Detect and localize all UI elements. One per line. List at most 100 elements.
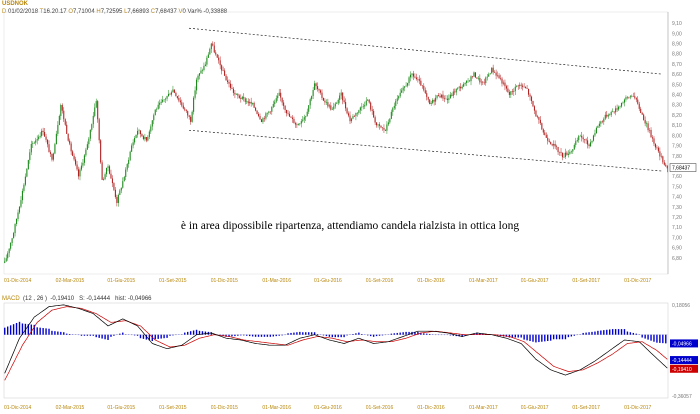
macd-histogram-bar <box>119 333 121 335</box>
candle-body <box>494 72 496 73</box>
candle-body <box>206 57 208 65</box>
candle-body <box>420 80 422 86</box>
macd-histogram-bar <box>293 332 295 335</box>
candle-body <box>427 96 429 100</box>
candle-body <box>436 95 438 98</box>
candle-body <box>374 117 376 123</box>
candle-body <box>243 96 245 99</box>
candle-body <box>361 106 363 108</box>
candle-body <box>160 101 162 103</box>
macd-histogram-bar <box>133 334 136 336</box>
macd-histogram-bar <box>57 331 59 335</box>
macd-histogram-bar <box>402 332 404 335</box>
price-panel-frame <box>3 11 669 275</box>
candle-body <box>542 129 544 133</box>
candle-body <box>355 112 357 117</box>
macd-histogram-bar <box>514 334 516 338</box>
candle-body <box>402 87 404 91</box>
macd-histogram-bar <box>269 334 272 337</box>
macd-histogram-bar <box>122 332 124 335</box>
price-x-tick-label: 01-Mar-2017 <box>469 278 498 284</box>
macd-histogram-bar <box>626 331 629 335</box>
candle-body <box>626 97 628 98</box>
candle-body <box>511 91 513 92</box>
candle-body <box>448 98 450 100</box>
price-y-tick-label: 7,90 <box>672 144 682 150</box>
macd-histogram-bar <box>237 334 239 336</box>
macd-histogram-bar <box>234 334 236 337</box>
candle-body <box>576 140 578 142</box>
price-y-tick-label: 8,80 <box>672 52 682 58</box>
candle-body <box>347 113 350 116</box>
macd-histogram-bar <box>154 334 156 340</box>
candle-body <box>393 105 395 109</box>
candle-body <box>417 79 419 80</box>
macd-histogram-bar <box>549 334 552 341</box>
candle-body <box>647 123 649 131</box>
macd-histogram-bar <box>266 334 269 337</box>
candle-body <box>346 108 348 114</box>
macd-histogram-bar <box>39 327 41 335</box>
candle-body <box>547 137 549 141</box>
macd-histogram-bar <box>305 332 307 335</box>
macd-histogram-bar <box>243 334 245 336</box>
candle-body <box>144 137 146 140</box>
candle-body <box>399 92 401 97</box>
candle-body <box>117 194 119 203</box>
candle-body <box>452 91 454 96</box>
candle-body <box>575 141 577 145</box>
price-x-tick-label: 01-Set-2017 <box>572 278 600 284</box>
candle-body <box>7 253 9 259</box>
macd-histogram-bar <box>104 334 106 340</box>
macd-histogram-bar <box>257 334 260 337</box>
candle-body <box>300 121 302 124</box>
candle-body <box>163 99 165 100</box>
candle-body <box>94 107 96 116</box>
macd-histogram-bar <box>426 333 428 335</box>
price-x-tick-label: 01-Dic-2014 <box>4 278 31 284</box>
candle-body <box>342 92 344 101</box>
candle-body <box>297 124 299 126</box>
candle-body <box>318 89 320 91</box>
candle-body <box>241 96 243 99</box>
macd-histogram-bar <box>564 334 567 340</box>
macd-histogram-bar <box>92 334 94 336</box>
candle-body <box>153 115 155 121</box>
macd-histogram-bar <box>337 334 339 338</box>
candle-body <box>538 117 540 120</box>
signal-value: -0,14444 <box>86 296 111 302</box>
candle-body <box>193 97 195 112</box>
candle-body <box>54 144 56 154</box>
candle-body <box>412 73 415 77</box>
candle-body <box>262 118 264 122</box>
macd-histogram-bar <box>204 331 207 335</box>
signal-label: S: <box>79 296 85 302</box>
candle-body <box>80 165 83 170</box>
candle-body <box>88 138 90 145</box>
candle-body <box>458 86 460 88</box>
price-y-tick-label: 7,80 <box>672 154 682 160</box>
price-y-tick-label: 8,60 <box>672 72 682 78</box>
macd-histogram-bar <box>45 328 47 335</box>
candle-body <box>582 137 584 140</box>
candle-body <box>271 106 273 112</box>
candle-body <box>314 83 316 90</box>
candle-body <box>644 119 646 124</box>
macd-histogram-bar <box>187 331 189 335</box>
candle-body <box>60 105 62 116</box>
candle-body <box>440 94 443 98</box>
macd-histogram-bar <box>544 334 546 342</box>
candle-body <box>470 76 472 82</box>
macd-histogram-bar <box>423 333 425 335</box>
macd-histogram-bar <box>552 334 555 340</box>
macd-histogram-bar <box>9 325 12 335</box>
macd-histogram-bar <box>405 331 407 335</box>
macd-line <box>4 304 668 376</box>
candle-body <box>408 77 410 84</box>
candle-body <box>14 223 16 234</box>
macd-histogram-bar <box>51 330 53 335</box>
candle-body <box>486 76 488 78</box>
candle-body <box>570 151 572 152</box>
candle-body <box>539 119 541 124</box>
